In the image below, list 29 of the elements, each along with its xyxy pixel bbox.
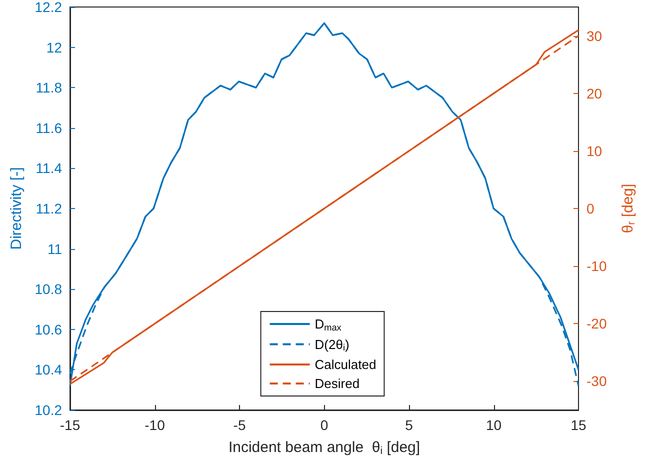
y-tick-label: 11.4 bbox=[36, 160, 62, 176]
y2-tick-label: -10 bbox=[586, 258, 607, 274]
y-tick-label: 10.8 bbox=[34, 281, 62, 298]
y-tick-label: 12 bbox=[46, 39, 62, 56]
y-tick-label: 11 bbox=[47, 240, 62, 257]
x-tick-label: -15 bbox=[60, 417, 80, 433]
y-axis-title: Directivity [-] bbox=[8, 167, 25, 250]
x-tick-label: 5 bbox=[405, 417, 414, 433]
x-tick-label: 0 bbox=[320, 417, 328, 433]
y2-tick-label: 30 bbox=[586, 28, 602, 44]
y-tick-label: 10.4 bbox=[34, 362, 62, 378]
y-tick-label: 11.8 bbox=[36, 80, 62, 96]
y-tick-label: 10.6 bbox=[34, 321, 62, 338]
x-tick-label: -10 bbox=[144, 417, 166, 433]
x-tick-label: 10 bbox=[486, 417, 502, 433]
y-tick-label: 11.6 bbox=[36, 120, 62, 136]
y2-tick-label: 20 bbox=[586, 85, 602, 102]
y2-tick-label: 10 bbox=[586, 142, 602, 159]
y-tick-label: 10.2 bbox=[34, 402, 62, 418]
y-tick-label: 11.2 bbox=[36, 200, 62, 216]
y2-axis-title: θr [deg] bbox=[619, 184, 638, 234]
x-tick-label: 15 bbox=[570, 417, 586, 433]
x-tick-label: -5 bbox=[233, 417, 246, 433]
y2-tick-label: -30 bbox=[586, 373, 607, 390]
y2-tick-label: 0 bbox=[586, 200, 594, 216]
y2-tick-label: -20 bbox=[586, 316, 607, 332]
legend-label: Calculated bbox=[314, 357, 376, 372]
legend-label: Desired bbox=[314, 376, 360, 391]
y-tick-label: 12.2 bbox=[34, 0, 62, 15]
